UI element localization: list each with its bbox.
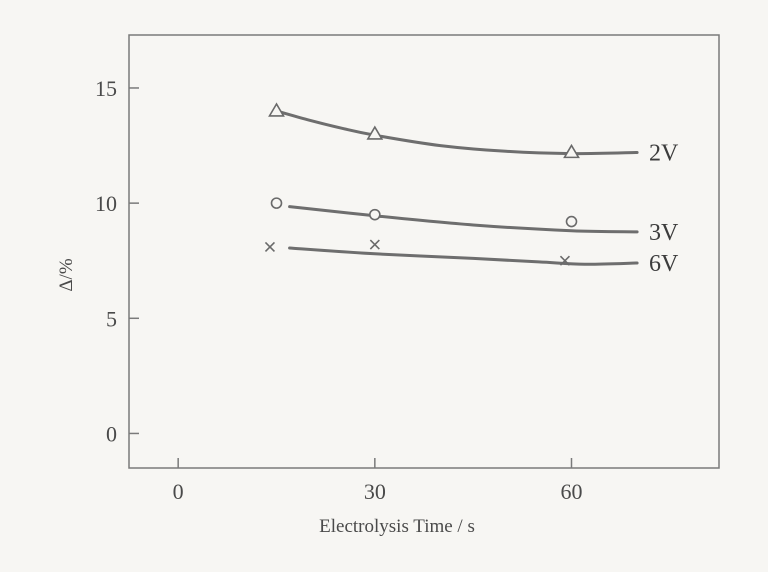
x-axis-title: Electrolysis Time / s [319,516,475,537]
data-point-2V [563,143,580,159]
y-tick-label: 15 [95,76,117,101]
data-point-2V [268,102,285,117]
series-markers [264,102,580,266]
y-tick-label: 0 [106,421,117,446]
data-point-6V [559,255,571,266]
data-point-3V [270,197,283,209]
x-axis-ticks: 0 30 60 [173,458,583,504]
data-point-3V [565,215,578,228]
y-axis-ticks: 0 5 10 15 [95,76,139,446]
series-line-2V [275,109,639,156]
x-tick-label: 0 [173,479,184,504]
series-label-2V: 2V [649,140,679,166]
series-labels: 2V 3V 6V [649,140,679,277]
y-tick-label: 10 [95,191,117,216]
series-curves [275,109,639,266]
x-tick-label: 30 [364,479,386,504]
y-tick-label: 5 [106,306,117,331]
series-label-3V: 3V [649,220,679,246]
data-point-3V [369,208,381,221]
data-point-6V [264,241,276,252]
y-axis-title: Δ/% [56,258,77,291]
x-tick-label: 60 [561,479,583,504]
series-label-6V: 6V [649,251,679,277]
data-point-2V [366,125,384,140]
plot-frame [128,34,720,469]
series-line-3V [288,205,639,234]
data-point-6V [369,239,380,250]
series-line-6V [288,246,639,266]
